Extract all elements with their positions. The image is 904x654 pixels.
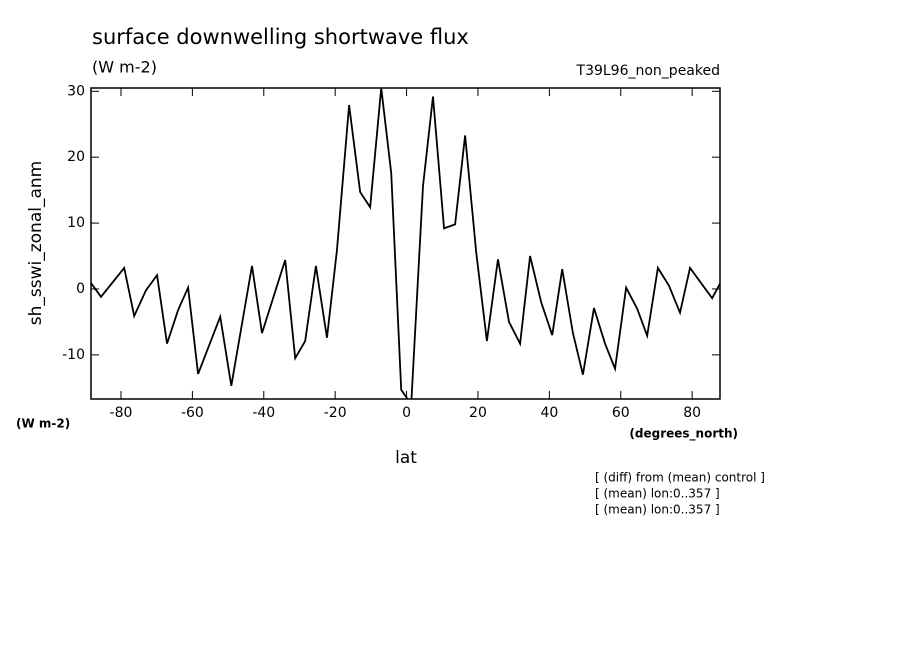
- x-tick-label: 60: [612, 405, 630, 421]
- note: [ (diff) from (mean) control ]: [595, 471, 765, 485]
- x-tick-label: 80: [683, 405, 701, 421]
- y-units: (W m-2): [16, 417, 70, 431]
- note: [ (mean) lon:0..357 ]: [595, 487, 720, 501]
- plot-frame: [90, 87, 721, 400]
- plot-area: [91, 88, 720, 399]
- x-units: (degrees_north): [629, 427, 738, 442]
- x-tick-label: 20: [469, 405, 487, 421]
- chart-title: surface downwelling shortwave flux: [92, 25, 469, 49]
- y-tick-label: 20: [67, 149, 85, 165]
- note: [ (mean) lon:0..357 ]: [595, 503, 720, 517]
- x-tick-label: 40: [540, 405, 558, 421]
- x-tick-label: 0: [402, 405, 411, 421]
- x-tick-label: -80: [110, 405, 133, 421]
- x-tick-label: -20: [324, 405, 347, 421]
- y-tick-label: 0: [76, 281, 85, 297]
- data-line: [91, 88, 720, 399]
- units: (W m-2): [92, 58, 157, 77]
- x-tick-label: -60: [181, 405, 204, 421]
- x-tick-label: -40: [252, 405, 275, 421]
- y-tick-label: -10: [62, 347, 85, 363]
- run-label: T39L96_non_peaked: [576, 63, 720, 79]
- y-tick-label: 30: [67, 83, 85, 99]
- y-axis-label: sh_sswi_zonal_anm: [26, 161, 46, 325]
- x-axis-label: lat: [395, 448, 417, 468]
- y-tick-label: 10: [67, 215, 85, 231]
